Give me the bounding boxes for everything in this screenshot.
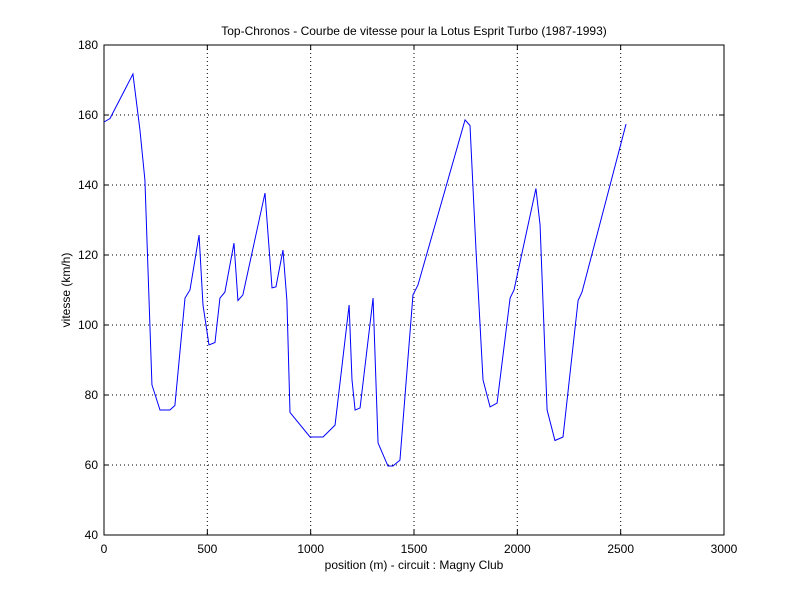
y-tick-label: 140 bbox=[78, 178, 98, 192]
x-tick-label: 500 bbox=[197, 542, 217, 556]
y-tick-label: 120 bbox=[78, 248, 98, 262]
x-tick-label: 0 bbox=[101, 542, 108, 556]
y-tick-label: 180 bbox=[78, 38, 98, 52]
x-tick-label: 3000 bbox=[711, 542, 738, 556]
y-tick-label: 40 bbox=[85, 528, 99, 542]
x-tick-label: 1500 bbox=[401, 542, 428, 556]
y-axis-label: vitesse (km/h) bbox=[59, 253, 73, 328]
chart-title: Top-Chronos - Courbe de vitesse pour la … bbox=[221, 24, 607, 38]
x-tick-label: 2500 bbox=[607, 542, 634, 556]
y-tick-label: 160 bbox=[78, 108, 98, 122]
x-axis-label: position (m) - circuit : Magny Club bbox=[325, 558, 504, 572]
y-tick-label: 80 bbox=[85, 388, 99, 402]
x-tick-label: 2000 bbox=[504, 542, 531, 556]
y-tick-label: 60 bbox=[85, 458, 99, 472]
x-tick-label: 1000 bbox=[297, 542, 324, 556]
speed-line bbox=[103, 72, 627, 467]
y-tick-label: 100 bbox=[78, 318, 98, 332]
